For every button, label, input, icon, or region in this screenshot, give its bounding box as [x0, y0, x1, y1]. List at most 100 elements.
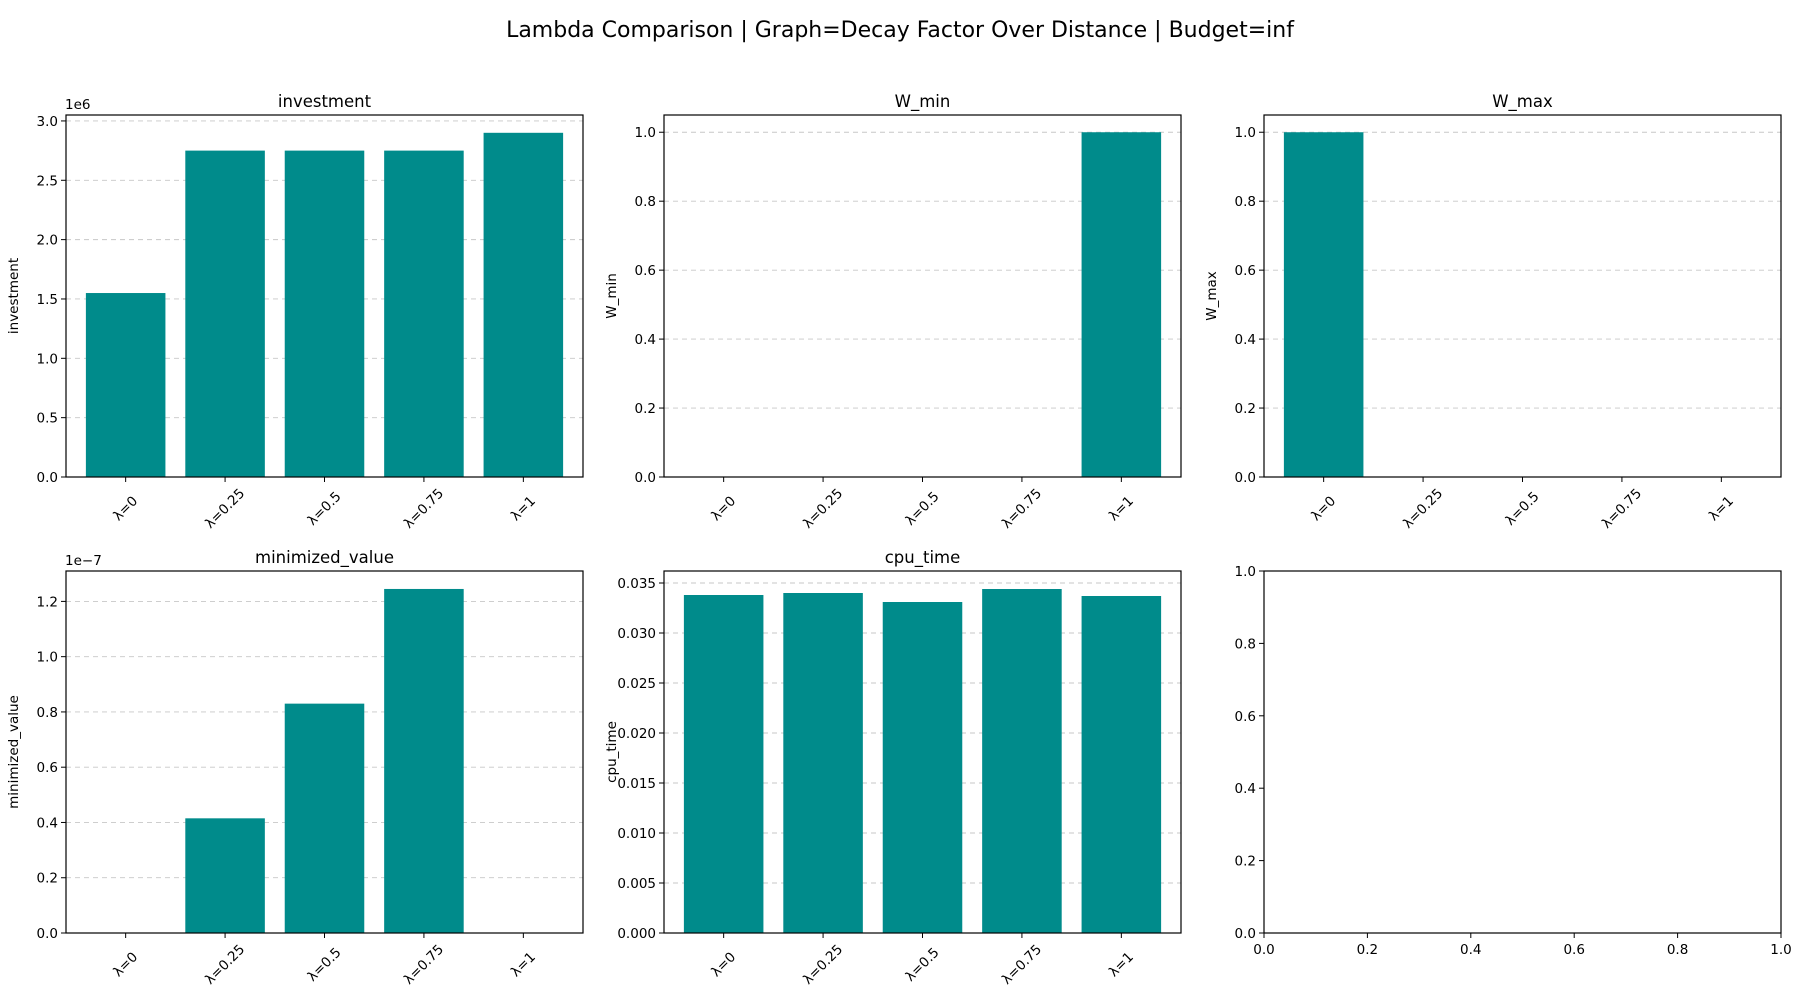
y-axis-label: W_max [1204, 271, 1220, 321]
y-tick-label: 0.010 [617, 826, 656, 842]
bar [882, 602, 963, 933]
y-tick-label: 0.2 [635, 401, 656, 417]
y-tick-label: 0.2 [1235, 854, 1256, 870]
bar [284, 703, 365, 933]
bar [185, 818, 265, 933]
y-tick-label: 0.4 [1235, 781, 1256, 797]
x-tick-label: 0.8 [1667, 942, 1688, 958]
y-tick-label: 1.0 [1235, 125, 1256, 141]
y-tick-label: 0.6 [37, 760, 58, 776]
y-tick-label: 0.8 [1235, 194, 1256, 210]
y-tick-label: 2.0 [37, 233, 58, 249]
bar [683, 595, 764, 933]
subplot-6: 0.0 0.2 0.4 0.6 0.8 1.0 0.0 0.2 0.4 0.6 0.8 1.0 [1235, 564, 1792, 958]
axes-frame [65, 570, 584, 934]
y-tick-label: 1.5 [37, 292, 58, 308]
y-tick-label: 0.5 [37, 411, 58, 427]
axes-frame [663, 114, 1182, 478]
x-tick-label: 0.0 [1253, 942, 1274, 958]
x-tick-label: λ=1 [1106, 493, 1137, 524]
y-tick-label: 0.000 [617, 926, 656, 942]
x-tick-label: λ=0 [1308, 493, 1339, 524]
bar [85, 293, 166, 477]
subplot-3: λ=0 λ=0.25 λ=0.5 λ=0.75 λ=1 0.0 0.2 0.4 0.6 0.8 1.… [1204, 92, 1782, 532]
y-tick-label: 0.005 [617, 876, 656, 892]
y-tick-label: 0.2 [37, 871, 58, 887]
y-tick-label: 0.0 [1235, 470, 1256, 486]
bar [384, 150, 464, 477]
y-tick-label: 0.8 [37, 705, 58, 721]
x-tick-label: λ=0.75 [401, 486, 447, 532]
y-offset-text: 1e−7 [65, 553, 102, 569]
x-tick-label: λ=0 [110, 949, 141, 980]
y-tick-label: 1.0 [635, 125, 656, 141]
subplot-5: λ=0 λ=0.25 λ=0.5 λ=0.75 λ=1 0.000 0.005 0.010 0.… [604, 548, 1182, 988]
y-tick-label: 0.015 [617, 776, 656, 792]
subplot-1: λ=0 λ=0.25 λ=0.5 λ=0.75 λ=1 0.0 0.5 1.0 1.5 2.0 2.… [6, 92, 584, 532]
y-tick-label: 0.030 [617, 626, 656, 642]
y-tick-label: 0.0 [37, 470, 58, 486]
y-tick-label: 0.6 [635, 263, 656, 279]
y-axis-label: investment [6, 258, 22, 334]
x-tick-label: λ=0.25 [1400, 486, 1446, 532]
figure-title: Lambda Comparison | Graph=Decay Factor O… [506, 18, 1295, 43]
axes-frame [1263, 114, 1782, 478]
x-tick-label: λ=0.25 [202, 942, 248, 988]
axes-frame [1263, 570, 1782, 934]
axes-frame [65, 114, 584, 478]
x-tick-label: 1.0 [1770, 942, 1791, 958]
x-tick-label: λ=0.25 [800, 942, 846, 988]
y-tick-label: 0.025 [617, 676, 656, 692]
y-offset-text: 1e6 [65, 97, 90, 113]
bar [1283, 132, 1364, 477]
x-tick-label: λ=0.75 [1599, 486, 1645, 532]
x-tick-label: 0.6 [1563, 942, 1584, 958]
x-tick-label: λ=0 [708, 493, 739, 524]
subplot-4: λ=0 λ=0.25 λ=0.5 λ=0.75 λ=1 0.0 0.2 0.4 0.6 0.8 1.… [6, 548, 584, 988]
x-tick-label: λ=1 [1106, 949, 1137, 980]
x-tick-label: λ=1 [1706, 493, 1737, 524]
y-tick-label: 0.6 [1235, 709, 1256, 725]
y-tick-label: 0.6 [1235, 263, 1256, 279]
x-tick-label: λ=0.75 [999, 942, 1045, 988]
bar [483, 132, 564, 477]
bar [1081, 596, 1162, 933]
x-tick-label: λ=0 [110, 493, 141, 524]
y-tick-label: 1.0 [37, 351, 58, 367]
y-tick-label: 1.0 [1235, 564, 1256, 580]
x-tick-label: λ=0.5 [902, 945, 942, 985]
bar [384, 588, 464, 933]
y-tick-label: 0.020 [617, 726, 656, 742]
subplot-2: λ=0 λ=0.25 λ=0.5 λ=0.75 λ=1 0.0 0.2 0.4 0.6 0.8 1.… [604, 92, 1182, 532]
x-tick-label: λ=0.5 [902, 489, 942, 529]
y-axis-label: cpu_time [604, 721, 620, 783]
y-tick-label: 1.2 [37, 594, 58, 610]
bar [1081, 132, 1162, 477]
x-tick-label: 0.2 [1357, 942, 1378, 958]
subplot-title: W_min [895, 92, 951, 112]
y-tick-label: 0.8 [635, 194, 656, 210]
y-tick-label: 0.4 [635, 332, 656, 348]
bar [783, 593, 863, 933]
x-tick-label: 0.4 [1460, 942, 1481, 958]
x-tick-label: λ=0.75 [401, 942, 447, 988]
y-tick-label: 3.0 [37, 114, 58, 130]
y-tick-label: 0.4 [1235, 332, 1256, 348]
y-tick-label: 0.2 [1235, 401, 1256, 417]
bar [284, 150, 365, 477]
y-tick-label: 0.0 [1235, 926, 1256, 942]
subplot-title: W_max [1492, 92, 1553, 112]
x-tick-label: λ=1 [508, 493, 539, 524]
y-tick-label: 0.035 [617, 576, 656, 592]
x-tick-label: λ=0.75 [999, 486, 1045, 532]
x-tick-label: λ=0 [708, 949, 739, 980]
x-tick-label: λ=0.5 [304, 489, 344, 529]
x-tick-label: λ=0.25 [800, 486, 846, 532]
y-axis-label: W_min [604, 273, 620, 319]
y-tick-label: 0.0 [37, 926, 58, 942]
y-tick-label: 2.5 [37, 173, 58, 189]
bar [185, 150, 265, 477]
subplots-grid: λ=0 λ=0.25 λ=0.5 λ=0.75 λ=1 0.0 0.5 1.0 1.5 2.0 2.… [6, 92, 1792, 988]
y-axis-label: minimized_value [6, 695, 22, 809]
